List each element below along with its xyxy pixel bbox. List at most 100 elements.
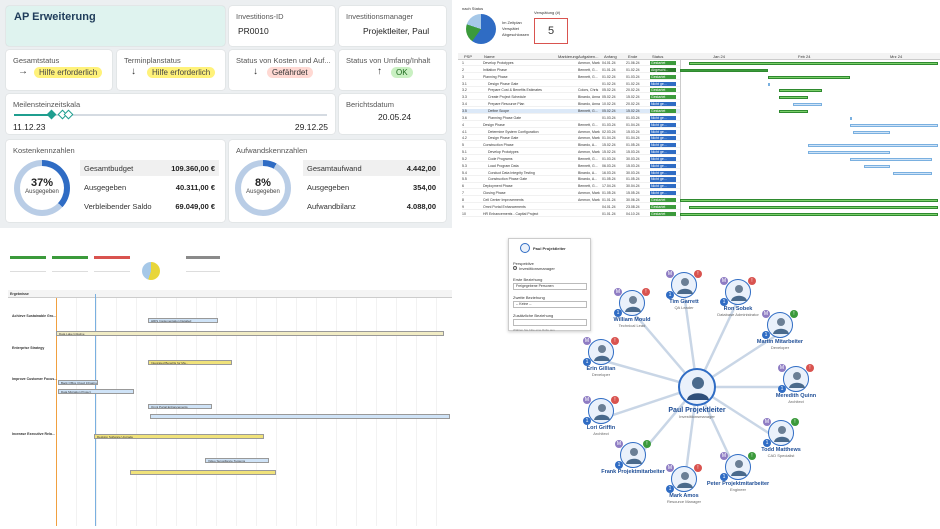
gantt-bar[interactable] [680, 212, 938, 216]
roadmap-bar[interactable]: Back Office Cloud Infrastructure [58, 380, 98, 385]
roadmap-bar[interactable]: Desktop Software Upgrade [94, 434, 264, 439]
gantt-bar[interactable] [688, 62, 938, 65]
gantt-bar[interactable] [864, 164, 890, 168]
investment-dashboard: AP Erweiterung Investitions-ID PR0010 In… [0, 0, 452, 228]
person-node[interactable]: M! 1 Tim Garrett QA Leader [644, 270, 724, 310]
second-relation-select[interactable]: -- Keine -- [513, 301, 587, 308]
perspective-radio[interactable] [513, 266, 517, 270]
cell-owner: Ammon, Mark [578, 129, 600, 134]
gantt-bar[interactable] [850, 157, 933, 161]
cell-psp: 5.1 [462, 150, 467, 155]
group-label[interactable]: Achieve Sustainable Gro... [12, 314, 57, 318]
gantt-bar[interactable] [779, 96, 808, 100]
roadmap-bar[interactable]: Omni Portal Enhancements [148, 404, 212, 409]
milestone-marker[interactable] [63, 109, 74, 120]
cost-status-card: Status von Kosten und Auf... ↓ Gefährdet [229, 50, 335, 90]
gantt-bar[interactable] [850, 123, 938, 127]
roadmap-bar[interactable]: Data Lake Initiative [56, 331, 444, 336]
gantt-bar[interactable] [779, 89, 822, 93]
column-header[interactable]: Aufgaben... [578, 54, 599, 59]
person-node[interactable]: M! 1 Peter Projektmitarbeiter Engineer [698, 452, 778, 492]
person-node[interactable]: M! 1 William Mould Technical Lead [592, 288, 672, 328]
gantt-bar[interactable] [680, 68, 768, 72]
gantt-bar[interactable] [779, 109, 808, 113]
gantt-row[interactable]: 1 Develop Prototypes Ammon, Mark 04.01.24 21… [462, 61, 680, 67]
gantt-row[interactable]: 7 Closing Phase Ammon, Mark 01.05.24 15.05.2… [462, 191, 680, 197]
milestone-start: 11.12.23 [13, 122, 46, 132]
person-node[interactable]: M! 1 Ron Sobek Database Administrator [698, 277, 778, 317]
late-count[interactable]: 5 [534, 18, 568, 44]
gantt-row[interactable]: 4.2 Design Phase Gate Ammon, Mark 01.04.24 0… [462, 136, 680, 142]
gantt-row[interactable]: 3.4 Prepare Resource Plan Binardo, Anna 10.… [462, 102, 680, 108]
person-node[interactable]: M! 1 Todd Matthews CAD Specialist [741, 418, 821, 458]
gantt-row[interactable]: 3.2 Prepare Cost & Benefits Estimates Colo… [462, 88, 680, 94]
person-node[interactable]: M! 1 Martin Mitarbeiter Developer [740, 310, 820, 350]
gantt-row[interactable]: 3.1 Design Phase Gate 01.02.24 01.02.24 Nich… [462, 81, 680, 87]
center-person-node[interactable]: Paul Projektleiter Investitionsmanager [657, 368, 737, 419]
column-header[interactable]: Status [652, 54, 664, 59]
person-icon [625, 296, 641, 312]
column-header[interactable]: Anfang [604, 54, 617, 59]
gantt-row[interactable]: 10 HR Enhancements - Capital Project 01.01… [462, 211, 680, 217]
cell-start: 15.02.24 [602, 150, 616, 155]
gantt-row[interactable]: 5.2 Code Programs Bennett, G... 01.03.24 30.… [462, 156, 680, 162]
group-label[interactable]: Improve Customer Focus... [12, 377, 58, 381]
gantt-row[interactable]: 5.5 Construction Phase Gate Binardo, A... 0… [462, 177, 680, 183]
gantt-bar[interactable] [807, 151, 890, 155]
late-count-widget[interactable]: Verspätung (#) 5 [534, 10, 568, 46]
milestone-marker[interactable] [46, 109, 57, 120]
gantt-bar[interactable] [767, 75, 851, 79]
network-settings-panel[interactable]: Paul Projektleiter Perspektive Investiti… [508, 238, 591, 332]
column-header[interactable]: Markierung [558, 54, 579, 59]
gantt-row[interactable]: 5.4 Conduct Data Integrity Testing Binardo… [462, 170, 680, 176]
gantt-bar[interactable] [850, 116, 853, 120]
extra-relation-select[interactable] [513, 319, 587, 326]
group-label[interactable]: Increase Executive Rela... [12, 432, 55, 436]
roadmap-bar[interactable]: HRIS Implementation Detailed [148, 318, 218, 323]
gantt-bar[interactable] [688, 205, 938, 209]
group-label[interactable]: Enterprise Strategy [12, 346, 45, 350]
cell-name: Design Phase Gate [488, 81, 519, 86]
gantt-row[interactable]: 3.5 Define Scope Bennett, G... 05.02.24 15.0… [462, 108, 680, 115]
gantt-bar[interactable] [807, 144, 938, 148]
person-node[interactable]: M! 1 Erin Gillian Developer [561, 337, 641, 377]
avatar: M! 1 [720, 277, 756, 306]
gantt-row[interactable]: 5 Construction Phase Binardo, A... 15.02.24… [462, 143, 680, 149]
gantt-row[interactable]: 3.6 Planning Phase Gate 01.03.24 01.03.24 Ni… [462, 115, 680, 121]
person-name: Todd Matthews [761, 447, 801, 453]
column-header[interactable]: Name [484, 54, 495, 59]
column-header[interactable]: Ende [628, 54, 638, 59]
gantt-row[interactable]: 3.3 Create Project Schedule Binardo, Anna 0… [462, 95, 680, 101]
gantt-bar[interactable] [767, 82, 770, 86]
cell-owner: Binardo, A... [578, 177, 598, 182]
person-node[interactable]: M! 1 Lori Griffin Architect [561, 396, 641, 436]
person-node[interactable]: M! 1 Mark Amos Resource Manager [644, 464, 724, 504]
milestone-progress [14, 114, 52, 116]
gantt-row[interactable]: 4.1 Determine System Configuration Ammon, … [462, 129, 680, 135]
gantt-row[interactable]: 5.1 Develop Prototypes Ammon, Mark 15.02.24… [462, 150, 680, 156]
person-name: Frank Projektmitarbeiter [601, 469, 665, 475]
gantt-bar[interactable] [793, 103, 822, 107]
gantt-bar[interactable] [852, 130, 890, 134]
person-node[interactable]: M! 1 Meredith Quinn Architect [756, 364, 836, 404]
gantt-row[interactable]: 4 Design Phase Bennett, G... 01.03.24 01.04.… [462, 122, 680, 128]
gantt-bar[interactable] [680, 199, 938, 202]
manager-name[interactable]: Projektleiter, Paul [363, 26, 430, 36]
gantt-row[interactable]: 6 Deployment Phase Bennett, G... 17.04.24 30… [462, 184, 680, 190]
gantt-row[interactable]: 9 Omni Portal Enhancements 04.01.24 23.08.2… [462, 204, 680, 210]
person-node[interactable]: M! 1 Frank Projektmitarbeiter [593, 440, 673, 475]
roadmap-bar[interactable] [150, 414, 450, 419]
roadmap-bar[interactable]: Video Surveillance Systems [205, 458, 269, 463]
gantt-row[interactable]: 2 Initiation Phase Bennett, G... 01.01.24 01… [462, 67, 680, 73]
gantt-row[interactable]: 8 Cell Center Improvements Ammon, Mark 01.0… [462, 198, 680, 204]
roadmap-bar[interactable]: Data Migration Project [58, 389, 134, 394]
first-relation-select[interactable]: Freigegebene Personen [513, 283, 587, 290]
gantt-row[interactable]: 5.3 Load Program Data Bennett, G... 06.03.2… [462, 163, 680, 169]
cell-status: Nicht ge... [650, 136, 676, 141]
roadmap-bar[interactable]: Integrated Benefits for Ma... [148, 360, 232, 365]
gantt-bar[interactable] [892, 171, 933, 175]
gantt-row[interactable]: 3 Planning Phase Bennett, G... 01.02.24 01.0… [462, 74, 680, 80]
roadmap-bar[interactable] [130, 470, 276, 475]
column-header[interactable]: PSP [464, 54, 473, 59]
cell-name: Deployment Phase [483, 184, 513, 189]
